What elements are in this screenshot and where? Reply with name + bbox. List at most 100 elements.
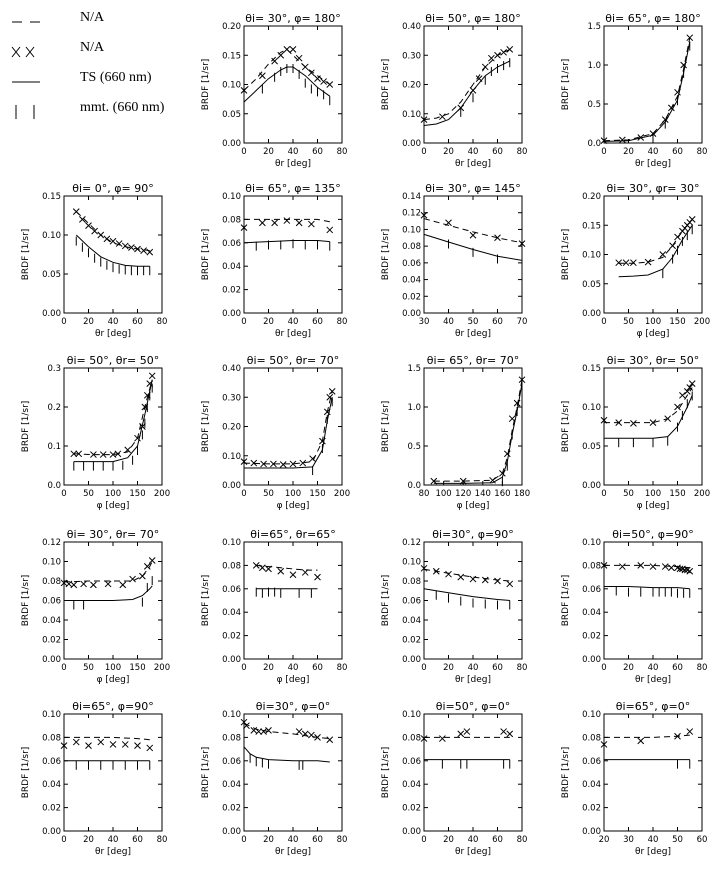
x-marker [420, 211, 428, 219]
chart-panel: θi=65°, θr=65° 0 20 40 60 80 0.00 0.02 0.04 0.06 0… [201, 528, 347, 685]
y-tick-label: 0.00 [582, 481, 601, 491]
y-tick-label: 0.00 [222, 827, 241, 837]
x-tick-label: 60 [672, 663, 683, 673]
x-tick-label: 0 [421, 663, 426, 673]
y-tick-label: 0.08 [42, 577, 61, 587]
x-marker [688, 216, 696, 223]
x-marker [500, 728, 507, 735]
x-marker [72, 208, 80, 215]
x-tick-label: 40 [288, 317, 299, 327]
x-marker [328, 388, 336, 395]
error-bar-icon [15, 105, 35, 119]
y-axis-label: BRDF [1/sr] [21, 229, 31, 281]
x-tick-label: 100 [645, 317, 661, 327]
x-tick-label: 60 [492, 147, 503, 157]
chart-panel: θi= 65°, φ= 180° 0 20 40 60 80 0.0 0.5 1.0 1.5 θr … [561, 12, 707, 169]
x-tick-label: 40 [288, 663, 299, 673]
x-marker [289, 460, 297, 468]
x-marker [668, 104, 675, 112]
x-marker [289, 571, 297, 579]
y-tick-label: 0.02 [222, 804, 241, 814]
y-tick-label: 0.10 [222, 538, 241, 548]
y-axis-label: BRDF [1/sr] [201, 229, 211, 281]
x-marker [494, 51, 501, 59]
y-tick-label: 0.06 [222, 585, 241, 595]
x-marker [600, 416, 608, 424]
x-marker [619, 563, 626, 570]
x-axis-label: φ [deg] [277, 675, 310, 685]
chart-panel: θi= 65°, θr= 70° 80 100 120 140 160 180 0.0 0.5 1… [381, 354, 530, 511]
x-tick-label: 0 [241, 147, 246, 157]
y-tick-label: 0.20 [222, 423, 241, 433]
dash-line-icon [12, 21, 40, 23]
y-tick-label: 0.02 [42, 636, 61, 646]
y-tick-label: 0.20 [582, 192, 601, 202]
x-tick-label: 150 [669, 489, 685, 499]
chart-panel: θi= 65°, φ= 135° 0 20 40 60 80 0.00 0.02 0.04 0.0… [201, 182, 347, 339]
x-tick-label: 80 [337, 835, 348, 845]
y-tick-label: 1.0 [587, 61, 601, 71]
x-marker [445, 219, 452, 227]
x-marker [271, 57, 278, 65]
x-marker [283, 217, 291, 224]
x-marker [103, 235, 111, 243]
x-marker [506, 46, 514, 53]
x-marker [320, 78, 327, 85]
x-marker [518, 240, 526, 247]
x-marker [279, 461, 287, 468]
x-marker-icon [11, 46, 35, 58]
x-marker [420, 116, 428, 123]
x-marker [469, 575, 477, 583]
chart-panel: θi=30°, φ=0° 0 20 40 60 80 0.00 0.02 0.04 0.06 0.0… [201, 700, 347, 857]
x-axis-label: θr [deg] [455, 329, 491, 339]
series-line-solid [604, 395, 693, 439]
x-tick-label: 20 [443, 663, 454, 673]
x-marker [686, 567, 694, 575]
x-tick-label: 60 [312, 317, 323, 327]
x-tick-label: 100 [435, 489, 451, 499]
chart-title: θi= 30°, φ= 180° [245, 12, 340, 25]
chart-panel: θi=30°, φ=90° 0 20 40 60 80 0.00 0.02 0.04 0.06 0.… [381, 528, 527, 685]
x-tick-label: 0 [241, 835, 246, 845]
x-marker [255, 728, 263, 735]
x-axis-label: θr [deg] [455, 675, 491, 685]
chart-title: θi= 65°, θr= 70° [427, 354, 519, 367]
x-marker [129, 575, 136, 583]
series-line-dashed [423, 48, 511, 121]
x-tick-label: 60 [492, 835, 503, 845]
x-tick-label: 80 [697, 147, 708, 157]
y-tick-label: 0.10 [582, 403, 601, 413]
y-tick-label: 0.12 [42, 538, 61, 548]
x-tick-label: 80 [157, 835, 168, 845]
y-tick-label: 0.04 [402, 276, 421, 286]
y-tick-label: 0.30 [402, 51, 421, 61]
y-tick-label: 0.10 [402, 710, 421, 720]
x-marker [630, 420, 637, 427]
series-line-dashed [64, 736, 150, 741]
x-marker [644, 258, 652, 266]
y-tick-label: 1.0 [407, 403, 421, 413]
y-tick-label: 0.02 [402, 804, 421, 814]
x-tick-label: 60 [312, 147, 323, 157]
y-axis-label: BRDF [1/sr] [561, 401, 571, 453]
y-axis-label: BRDF [1/sr] [381, 59, 391, 111]
chart-title: θi=65°, φ=0° [616, 700, 690, 713]
x-marker [97, 738, 105, 746]
x-marker [90, 451, 97, 458]
x-tick-label: 150 [669, 317, 685, 327]
series-line-dashed [603, 37, 691, 142]
x-axis-label: θr [deg] [95, 329, 131, 339]
x-marker [500, 48, 507, 56]
series-line-solid [604, 586, 690, 590]
y-tick-label: 0.5 [407, 442, 421, 452]
chart-panel: θi= 0°, φ= 90° 0 20 40 60 80 0.00 0.05 0.10 0.15 θ… [21, 182, 167, 339]
x-marker [301, 63, 309, 71]
series-line-solid [64, 585, 153, 601]
legend-item-na-dash: N/A [8, 10, 198, 34]
x-marker [70, 450, 78, 458]
y-tick-label: 0.00 [402, 655, 421, 665]
x-marker [80, 580, 87, 588]
y-tick-label: 0.15 [222, 51, 241, 61]
chart-panel: θi= 50°, θr= 70° 0 50 100 150 200 0.00 0.10 0.20… [201, 354, 350, 511]
series-line-solid [73, 379, 153, 463]
